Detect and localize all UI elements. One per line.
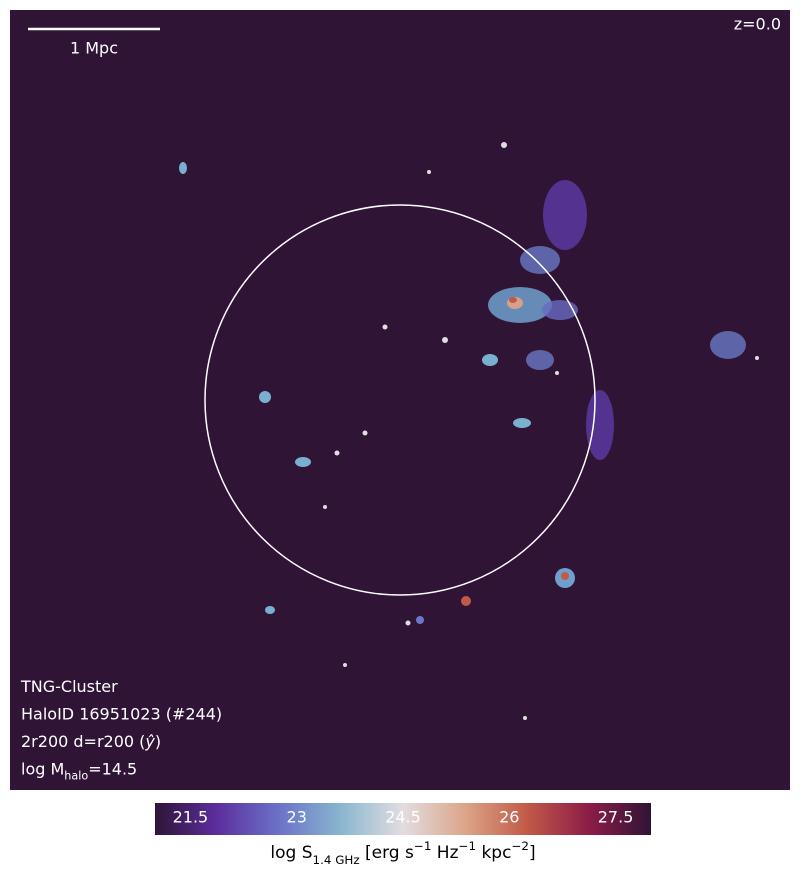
blob (265, 606, 275, 614)
colorbar-tick-label: 24.5 (385, 808, 421, 827)
text-part: HaloID 16951023 (#244) (21, 704, 222, 723)
info-line: 2r200 d=r200 (ŷ) (21, 732, 161, 751)
text-part: 1.4 GHz (313, 853, 360, 867)
blob (323, 505, 327, 509)
map-background (10, 10, 790, 790)
scale-bar-label: 1 Mpc (70, 39, 118, 58)
blob (542, 300, 578, 320)
text-part: kpc (476, 843, 511, 863)
text-part: =14.5 (88, 759, 137, 778)
redshift-label: z=0.0 (734, 15, 781, 34)
info-line: TNG-Cluster (20, 677, 118, 696)
text-part: −1 (459, 839, 477, 853)
text-part: log S (270, 843, 312, 863)
blob (416, 616, 424, 624)
text-part: [erg s (360, 843, 414, 863)
blob (520, 246, 560, 274)
colorbar-ticks: 21.5 23 24.5 26 27.5 (173, 808, 634, 827)
blob (561, 572, 569, 580)
text-part: Hz (431, 843, 458, 863)
colorbar (155, 803, 651, 835)
info-line: log Mhalo=14.5 (21, 759, 137, 782)
blob (461, 596, 471, 606)
text-part: −2 (511, 839, 529, 853)
text-part: ] (529, 843, 536, 863)
blob (543, 180, 587, 250)
blob (586, 390, 614, 460)
text-part: −1 (414, 839, 432, 853)
blob (509, 297, 517, 303)
blob (482, 354, 498, 366)
info-line: HaloID 16951023 (#244) (21, 704, 222, 723)
info-box: TNG-Cluster HaloID 16951023 (#244) 2r200 d… (20, 677, 222, 783)
blob (179, 162, 187, 174)
colorbar-tick-label: 26 (499, 808, 519, 827)
blob (442, 337, 448, 343)
blob (405, 620, 411, 626)
blob (555, 371, 559, 375)
blob (334, 450, 340, 456)
colorbar-label: log S1.4 GHz [erg s−1 Hz−1 kpc−2] (270, 839, 535, 867)
blob (513, 418, 531, 428)
text-part: halo (64, 769, 88, 782)
blob (755, 356, 759, 360)
text-part: ŷ (144, 732, 155, 751)
blob (526, 350, 554, 370)
blob (710, 331, 746, 359)
text-part: ) (155, 732, 161, 751)
blob (501, 142, 507, 148)
blob (523, 716, 527, 720)
blob (343, 663, 347, 667)
blob (427, 170, 431, 174)
emission (179, 142, 759, 720)
r200-circle (204, 204, 596, 596)
colorbar-tick-label: 27.5 (598, 808, 634, 827)
colorbar-tick-label: 21.5 (173, 808, 209, 827)
blob (295, 457, 311, 467)
blob (382, 324, 388, 330)
text-part: TNG-Cluster (20, 677, 118, 696)
blob (259, 391, 271, 403)
blob (362, 430, 368, 436)
colorbar-tick-label: 23 (287, 808, 307, 827)
text-part: log M (21, 759, 64, 778)
text-part: 2r200 d=r200 ( (21, 732, 145, 751)
